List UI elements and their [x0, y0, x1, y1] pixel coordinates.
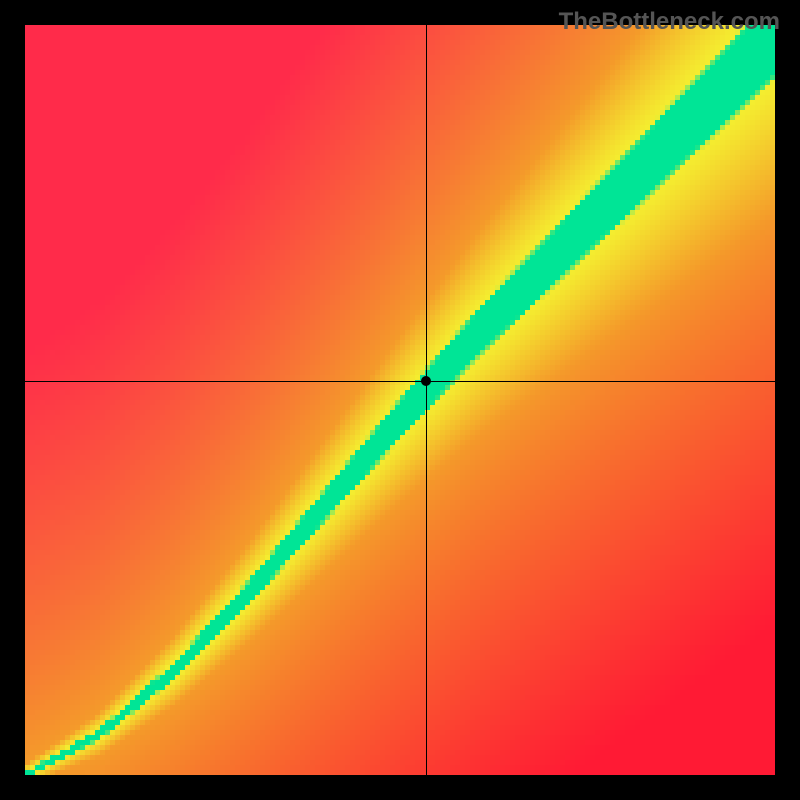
heatmap-canvas	[25, 25, 775, 775]
watermark-text: TheBottleneck.com	[559, 8, 780, 36]
bottleneck-heatmap	[25, 25, 775, 775]
selection-marker	[421, 376, 431, 386]
crosshair-vertical	[426, 25, 427, 775]
crosshair-horizontal	[25, 381, 775, 382]
